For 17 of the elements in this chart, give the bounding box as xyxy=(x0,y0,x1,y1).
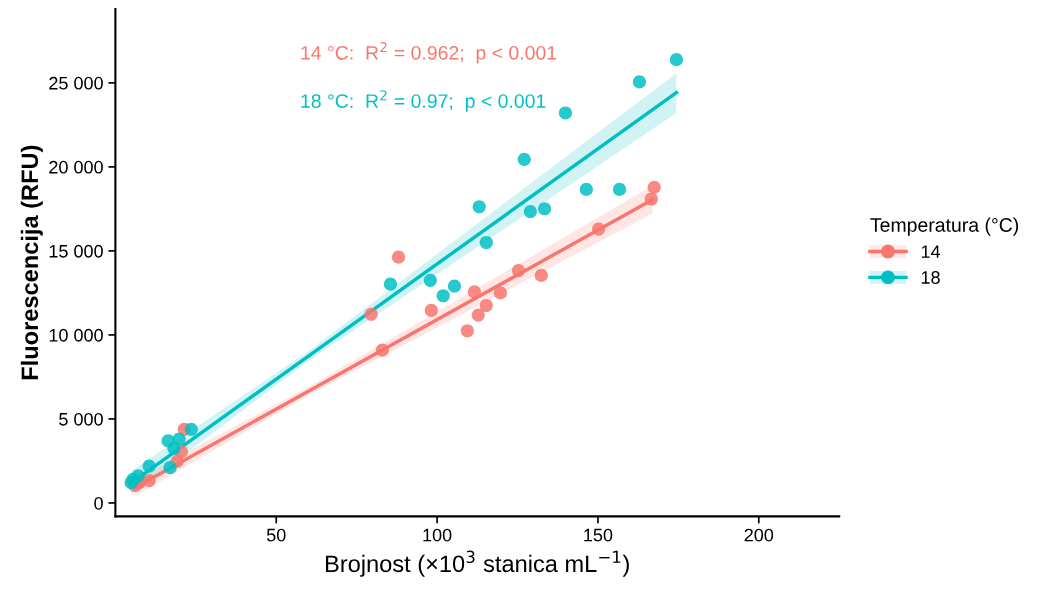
y-tick-label: 15 000 xyxy=(49,244,103,258)
y-tick-label: 10 000 xyxy=(49,328,103,342)
y-tick-label: 5 000 xyxy=(59,412,103,426)
legend-title: Temperatura (°C) xyxy=(870,217,1019,236)
legend-label: 18 xyxy=(921,271,940,284)
y-tick-label: 25 000 xyxy=(49,76,103,90)
annotation: 18 °C: R$^{2}$ = 0.97; p < 0.001 xyxy=(301,90,546,112)
y-tick-label: 0 xyxy=(94,496,103,510)
y-axis-title: Fluorescencija (RFU) xyxy=(20,145,43,380)
x-axis-title: Brojnost (×10$^{3}$ stanica mL$^{−1}$) xyxy=(326,550,629,577)
legend-label: 14 xyxy=(921,245,941,258)
x-tick-label: 200 xyxy=(744,528,774,542)
x-tick-label: 100 xyxy=(423,528,452,542)
x-tick-label: 50 xyxy=(266,528,286,542)
x-tick-label: 150 xyxy=(584,528,613,542)
annotation: 14 °C: R$^{2}$ = 0.962; p < 0.001 xyxy=(301,42,557,64)
y-tick-label: 20 000 xyxy=(49,160,103,174)
